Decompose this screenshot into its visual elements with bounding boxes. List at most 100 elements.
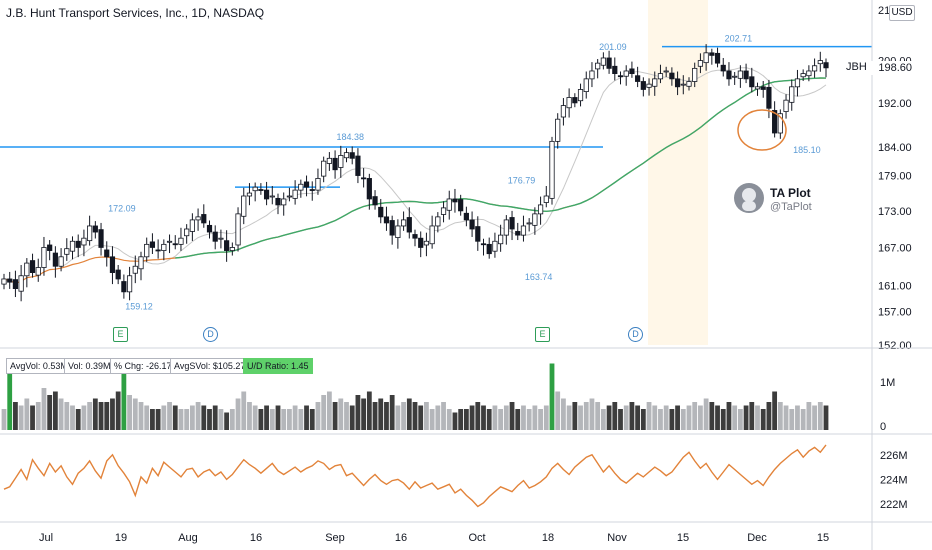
- candle-body: [349, 152, 355, 159]
- volume-bar: [304, 405, 309, 430]
- candle-body: [361, 177, 367, 180]
- candle-body: [823, 62, 829, 69]
- volume-bar: [698, 405, 703, 430]
- dividend-event[interactable]: D: [203, 327, 218, 342]
- candle-body: [754, 86, 761, 90]
- volume-bar: [612, 402, 618, 430]
- candle-body: [492, 240, 498, 252]
- candle-body: [583, 78, 589, 93]
- candle-body: [400, 219, 407, 227]
- candle-body: [303, 181, 310, 188]
- candle-body: [389, 220, 395, 236]
- volume-bar: [812, 405, 817, 430]
- candle-body: [509, 217, 515, 230]
- volume-bar: [7, 374, 13, 430]
- candle-body: [652, 78, 658, 87]
- candles: [1, 44, 829, 302]
- candle-body: [332, 157, 338, 171]
- volume-bar: [675, 405, 680, 430]
- candle-body: [589, 70, 595, 80]
- volume-bar: [469, 405, 475, 430]
- candle-body: [806, 70, 812, 77]
- time-tick-label: 16: [395, 532, 407, 544]
- volume-bar: [30, 405, 35, 430]
- candle-body: [155, 249, 161, 252]
- volume-bar: [635, 405, 641, 430]
- candle-body: [224, 240, 230, 251]
- volume-tick-label: 0: [880, 421, 886, 433]
- indicator-axis: 226M 224M 222M: [880, 450, 908, 511]
- candle-body: [326, 157, 332, 164]
- price-annotation: 176.79: [508, 175, 536, 185]
- volume-bar: [526, 409, 532, 430]
- candle-body: [743, 70, 749, 80]
- volume-bar: [549, 363, 555, 430]
- earnings-event[interactable]: E: [113, 327, 128, 342]
- volume-bar: [229, 409, 235, 430]
- volume-bar: [315, 402, 321, 430]
- volume-bar: [521, 405, 526, 430]
- candle-body: [212, 231, 218, 242]
- volume-bar: [555, 391, 561, 430]
- candle-body: [566, 97, 572, 109]
- indicator-tick-label: 226M: [880, 450, 908, 462]
- volume-bar: [686, 405, 692, 430]
- candle-body: [121, 281, 127, 293]
- candle-body: [235, 213, 241, 246]
- volume-bar: [195, 402, 201, 430]
- candle-body: [263, 189, 270, 200]
- volume-bar: [361, 398, 367, 430]
- volume-bar: [269, 409, 275, 430]
- volume-bar: [703, 398, 709, 430]
- candle-body: [732, 75, 738, 78]
- candle-body: [766, 86, 772, 109]
- volume-bar: [212, 405, 218, 430]
- candle-body: [469, 219, 475, 230]
- candle-body: [172, 243, 178, 246]
- volume-bar: [298, 409, 304, 430]
- time-tick-label: 19: [115, 532, 127, 544]
- volume-bar: [292, 405, 298, 430]
- volume-bar: [75, 409, 81, 430]
- candle-body: [372, 196, 378, 206]
- highlight-band: [648, 0, 708, 345]
- candle-body: [298, 183, 304, 191]
- candle-body: [777, 113, 783, 134]
- candle-body: [697, 60, 704, 67]
- volume-bar: [715, 405, 720, 430]
- volume-bar: [458, 409, 464, 430]
- candle-body: [714, 52, 721, 64]
- volume-bar: [424, 402, 429, 430]
- candle-body: [195, 216, 201, 221]
- candle-body: [486, 243, 492, 255]
- time-tick-label: Oct: [468, 532, 485, 544]
- volume-bar: [132, 398, 138, 430]
- earnings-event[interactable]: E: [535, 327, 550, 342]
- currency-badge[interactable]: USD: [889, 5, 915, 21]
- volume-bar: [104, 402, 110, 430]
- candle-body: [58, 256, 64, 267]
- chart-title: J.B. Hunt Transport Services, Inc., 1D, …: [6, 6, 265, 20]
- volume-bar: [732, 405, 738, 430]
- indicator-tick-label: 224M: [880, 474, 908, 486]
- volume-bar: [498, 409, 504, 430]
- volume-bar: [572, 402, 578, 430]
- candle-body: [635, 75, 641, 82]
- indicator-tick-label: 222M: [880, 499, 908, 511]
- dividend-event[interactable]: D: [628, 327, 643, 342]
- volume-bar: [98, 402, 104, 430]
- volume-bar: [401, 402, 406, 430]
- volume-bar: [452, 412, 458, 430]
- volume-bar: [178, 409, 184, 430]
- candle-body: [275, 197, 281, 206]
- volume-bar: [378, 398, 384, 430]
- volume-bar: [121, 370, 127, 430]
- candle-body: [532, 213, 538, 226]
- price-tick-label: 179.00: [878, 171, 912, 183]
- candle-body: [206, 224, 213, 233]
- volume-bar: [218, 409, 224, 430]
- volume-bar: [1, 409, 7, 430]
- candle-body: [52, 252, 58, 267]
- candle-body: [24, 262, 30, 277]
